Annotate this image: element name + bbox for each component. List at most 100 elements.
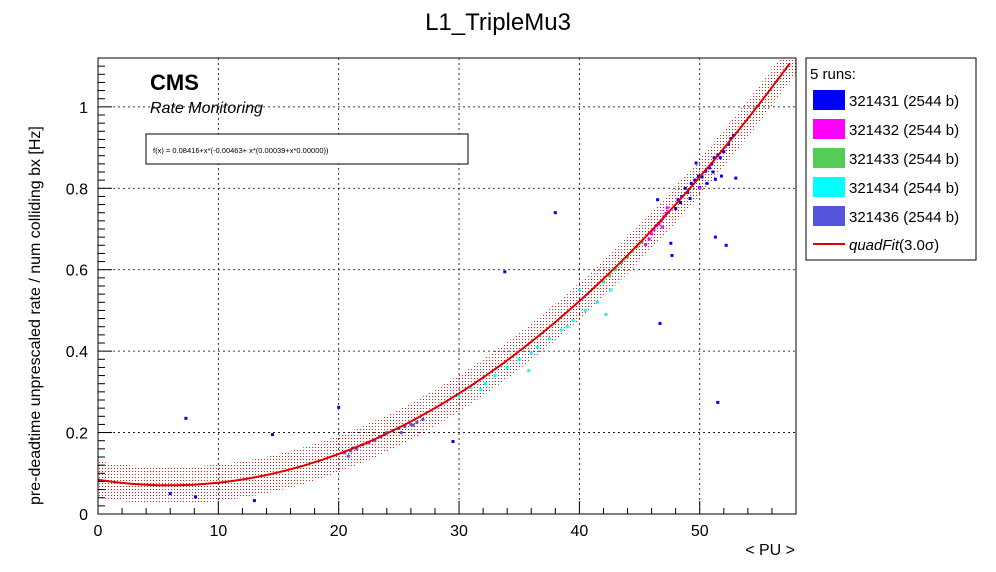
plot-area — [98, 58, 796, 514]
data-point-series-4 — [595, 300, 599, 304]
data-point-series-1 — [724, 243, 728, 247]
data-point-series-5 — [411, 423, 415, 427]
y-tick-label: 0.6 — [66, 263, 88, 280]
y-tick-label: 1 — [79, 100, 88, 117]
fit-band — [98, 58, 796, 504]
x-tick-label: 20 — [330, 523, 348, 540]
fit-uncertainty-band — [98, 58, 796, 504]
data-point-series-5 — [349, 449, 353, 453]
data-point-series-1 — [674, 207, 678, 211]
data-point-series-1 — [700, 175, 704, 179]
data-point-series-4 — [583, 308, 587, 312]
legend-label-series-1: 321431 (2544 b) — [849, 93, 959, 110]
data-point-series-3 — [640, 240, 644, 244]
data-point-series-4 — [559, 328, 563, 332]
data-point-series-3 — [608, 274, 611, 278]
data-point-series-1 — [707, 166, 711, 170]
data-point-series-4 — [527, 369, 531, 373]
axes: 0 10 20 30 40 50 0 0.2 0.4 0.6 0.8 1 — [66, 57, 797, 540]
data-point-series-4 — [457, 394, 461, 398]
data-point-series-1 — [716, 400, 720, 404]
data-point-series-1 — [168, 492, 172, 496]
data-point-series-2 — [650, 232, 654, 236]
data-point-series-1 — [656, 198, 660, 202]
legend-swatch-series-5 — [813, 206, 845, 226]
data-point-series-5 — [346, 454, 350, 458]
data-point-series-4 — [484, 382, 487, 386]
data-point-series-4 — [479, 388, 483, 392]
data-point-series-1 — [712, 156, 716, 160]
plot-background — [98, 58, 796, 514]
legend: 5 runs: 321431 (2544 b) 321432 (2544 b) 32… — [805, 57, 977, 261]
x-tick-label: 40 — [570, 523, 588, 540]
x-axis-label: < PU > — [745, 542, 795, 559]
legend-swatch-series-4 — [813, 177, 845, 197]
data-point-series-1 — [194, 495, 197, 499]
y-axis-label: pre-deadtime unprescaled rate / num coll… — [27, 126, 44, 505]
data-point-series-4 — [577, 288, 581, 292]
data-point-series-2 — [665, 206, 669, 210]
legend-fit-label: quadFit(3.0σ) — [849, 237, 939, 254]
data-point-series-1 — [713, 235, 717, 239]
x-tick-label: 30 — [450, 523, 468, 540]
data-point-series-1 — [553, 211, 557, 215]
data-point-series-4 — [565, 325, 569, 329]
x-tick-label: 0 — [94, 523, 103, 540]
data-point-series-1 — [679, 201, 682, 204]
data-point-series-4 — [547, 337, 551, 341]
data-point-series-2 — [652, 228, 656, 232]
data-point-series-1 — [689, 181, 693, 185]
cms-sublabel: Rate Monitoring — [150, 100, 263, 117]
data-point-series-3 — [601, 280, 605, 284]
y-tick-label: 0 — [79, 507, 88, 524]
legend-swatch-series-2 — [813, 119, 845, 139]
data-point-series-1 — [713, 177, 717, 181]
data-point-series-1 — [727, 142, 731, 146]
data-point-series-5 — [373, 439, 377, 443]
data-point-series-5 — [421, 418, 425, 421]
data-point-series-1 — [719, 174, 723, 178]
y-tick-label: 0.8 — [66, 181, 88, 198]
data-point-series-4 — [493, 374, 497, 378]
data-point-series-1 — [718, 156, 722, 160]
data-point-series-1 — [676, 198, 680, 202]
legend-swatch-series-1 — [813, 90, 845, 110]
data-point-series-1 — [271, 433, 274, 437]
data-point-series-1 — [451, 440, 455, 443]
data-point-series-1 — [683, 186, 687, 190]
data-point-series-3 — [614, 268, 617, 272]
y-tick-label: 0.4 — [66, 344, 88, 361]
data-point-series-5 — [415, 420, 419, 424]
data-point-series-4 — [571, 319, 575, 323]
data-point-series-1 — [697, 174, 700, 178]
data-point-series-4 — [604, 313, 608, 316]
legend-label-series-4: 321434 (2544 b) — [849, 180, 959, 197]
y-tick-label: 0.2 — [66, 426, 88, 443]
legend-fit-arg: (3.0σ) — [899, 237, 939, 254]
fit-line — [97, 62, 791, 487]
data-point-series-1 — [694, 161, 698, 165]
data-point-series-2 — [698, 186, 702, 190]
data-point-series-4 — [529, 351, 533, 355]
data-point-series-2 — [644, 243, 648, 246]
data-point-series-2 — [647, 237, 651, 241]
data-point-series-1 — [688, 197, 692, 200]
legend-title: 5 runs: — [810, 66, 856, 83]
data-point-series-1 — [670, 254, 674, 257]
data-point-series-1 — [711, 170, 715, 174]
data-point-series-1 — [722, 150, 726, 154]
data-point-series-4 — [609, 288, 613, 292]
data-point-series-1 — [693, 178, 697, 182]
fit-formula-box — [145, 133, 469, 165]
legend-label-series-3: 321433 (2544 b) — [849, 151, 959, 168]
data-point-series-2 — [660, 225, 664, 229]
data-point-series-1 — [658, 322, 662, 325]
legend-fit-name: quadFit — [849, 237, 900, 254]
fit-formula: f(x) = 0.08416+x*(-0.00463+ x*(0.00039+x… — [153, 146, 329, 155]
data-point-series-1 — [503, 270, 507, 274]
legend-label-series-2: 321432 (2544 b) — [849, 122, 959, 139]
data-point-series-1 — [705, 181, 709, 185]
data-point-series-1 — [252, 499, 256, 503]
data-point-series-4 — [517, 357, 521, 361]
